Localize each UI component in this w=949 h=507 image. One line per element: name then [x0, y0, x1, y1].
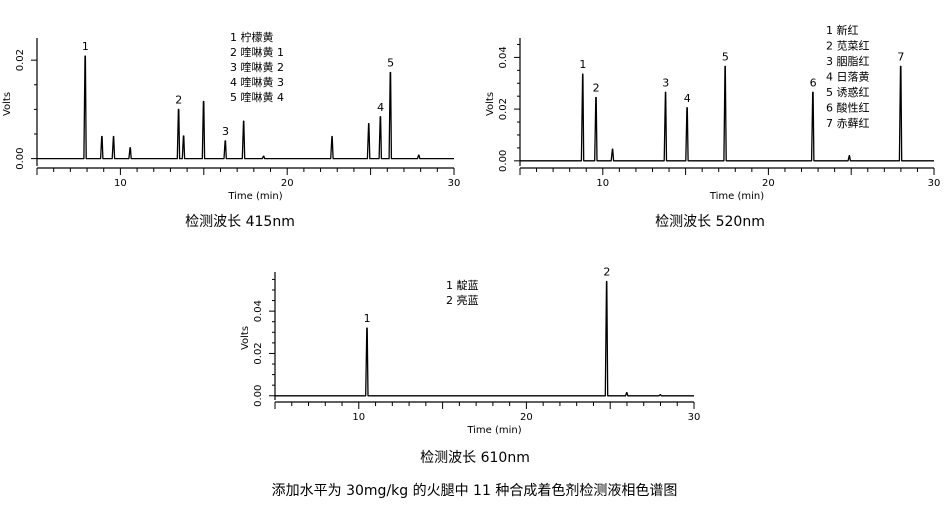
legend-entry: 2 苋菜红 [826, 40, 870, 53]
figure-caption: 添加水平为 30mg/kg 的火腿中 11 种合成着色剂检测液相色谱图 [271, 483, 678, 499]
y-tick-label: 0.00 [253, 385, 264, 407]
x-tick-label: 20 [520, 412, 533, 423]
chromatogram-trace [275, 280, 694, 397]
legend-entry: 6 酸性红 [826, 101, 870, 115]
y-tick-label: 0.04 [253, 300, 264, 322]
panel-caption: 检测波长 520nm [655, 214, 765, 230]
peak-label: 1 [82, 40, 89, 53]
peak-label: 7 [897, 50, 904, 63]
x-axis-title: Time (min) [227, 191, 282, 202]
legend-entry: 5 喹啉黄 4 [230, 90, 284, 104]
x-axis-title: Time (min) [466, 425, 521, 436]
chromatogram-2: 10 20 30 0.00 0.02 0.04 Volts Time (min) 12 3 4 5 6 7… [485, 23, 940, 230]
y-axis-title: Volts [2, 92, 13, 116]
y-tick-label: 0.00 [498, 150, 509, 172]
y-tick-label: 0.02 [498, 98, 509, 120]
peak-label: 4 [684, 92, 691, 105]
peak-label: 5 [387, 56, 394, 69]
y-tick-label: 0.04 [498, 46, 509, 68]
y-axis-title: Volts [240, 326, 251, 350]
legend-entry: 7 赤藓红 [826, 117, 870, 130]
x-tick-label: 10 [352, 412, 365, 423]
legend-entry: 4 日落黄 [826, 70, 870, 84]
x-tick-label: 10 [596, 178, 609, 189]
peak-label: 1 [579, 58, 586, 71]
x-tick-label: 20 [762, 178, 775, 189]
x-tick-label: 20 [281, 178, 294, 189]
x-tick-label: 30 [688, 412, 701, 423]
chromatogram-trace [520, 65, 934, 162]
x-tick-label: 10 [114, 178, 127, 189]
y-tick-label: 0.00 [15, 147, 26, 169]
legend-entry: 1 靛蓝 [446, 278, 479, 292]
chromatogram-1: 10 20 30 0.00 0.02 Volts Time (min) 1 2 3 4 5 1 柠檬黄2… [2, 30, 460, 230]
x-tick-label: 30 [928, 178, 941, 189]
peak-label: 1 [364, 312, 371, 325]
peak-label: 3 [222, 125, 229, 138]
y-tick-label: 0.02 [15, 49, 26, 71]
peak-label: 4 [377, 101, 384, 114]
panel-caption: 检测波长 610nm [420, 450, 530, 466]
peak-label: 5 [722, 50, 729, 63]
legend-entry: 1 新红 [826, 23, 859, 37]
peak-label: 2 [603, 266, 610, 279]
peak-label: 3 [662, 76, 669, 89]
x-axis-title: Time (min) [709, 191, 764, 202]
x-tick-label: 30 [448, 178, 461, 189]
panel-caption: 检测波长 415nm [185, 214, 295, 230]
peak-label: 6 [810, 76, 817, 89]
legend-entry: 1 柠檬黄 [230, 30, 274, 44]
legend-entry: 3 喹啉黄 2 [230, 60, 284, 74]
chromatogram-trace [37, 55, 454, 160]
legend-entry: 2 亮蓝 [446, 293, 479, 307]
y-tick-label: 0.02 [253, 342, 264, 364]
peak-label: 2 [175, 93, 182, 106]
legend-entry: 5 诱惑红 [826, 85, 870, 99]
peak-label: 2 [593, 81, 600, 94]
legend-entry: 4 喹啉黄 3 [230, 75, 284, 89]
legend-entry: 3 胭脂红 [826, 54, 870, 68]
legend-entry: 2 喹啉黄 1 [230, 45, 284, 59]
y-axis-title: Volts [485, 92, 496, 116]
